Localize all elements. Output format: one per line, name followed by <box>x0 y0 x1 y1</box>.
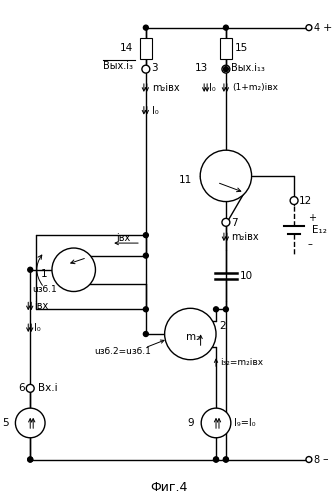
Text: uзб.2=uзб.1: uзб.2=uзб.1 <box>94 348 151 356</box>
Text: Вых.i₁₃: Вых.i₁₃ <box>231 63 265 73</box>
Circle shape <box>15 408 45 438</box>
Circle shape <box>222 218 230 226</box>
Circle shape <box>143 232 148 237</box>
Circle shape <box>214 457 218 462</box>
Text: 2: 2 <box>219 321 225 331</box>
Circle shape <box>142 65 150 73</box>
Text: 7: 7 <box>231 218 238 228</box>
Circle shape <box>214 307 218 312</box>
Circle shape <box>165 308 216 360</box>
Text: (1+m₂)iвх: (1+m₂)iвх <box>232 84 278 92</box>
Text: I₉=I₀: I₉=I₀ <box>234 418 255 428</box>
Circle shape <box>223 457 228 462</box>
Circle shape <box>290 196 298 204</box>
Circle shape <box>222 65 230 73</box>
Text: 15: 15 <box>235 44 248 54</box>
Text: –: – <box>308 239 313 249</box>
Circle shape <box>52 248 95 292</box>
Text: I₀: I₀ <box>152 106 159 116</box>
Text: I₀: I₀ <box>34 323 41 333</box>
Circle shape <box>223 25 228 30</box>
Text: 1: 1 <box>40 268 47 278</box>
Text: m₂iвх: m₂iвх <box>152 83 179 93</box>
Text: 10: 10 <box>240 270 253 280</box>
Text: +: + <box>308 214 316 224</box>
Circle shape <box>306 24 312 30</box>
Text: 12: 12 <box>299 196 312 205</box>
Text: 5: 5 <box>2 418 8 428</box>
Circle shape <box>214 457 218 462</box>
Circle shape <box>143 25 148 30</box>
Text: 13: 13 <box>195 63 208 73</box>
Circle shape <box>143 332 148 336</box>
Text: m₂: m₂ <box>186 332 200 342</box>
Text: uзб.1: uзб.1 <box>32 285 57 294</box>
Circle shape <box>223 307 228 312</box>
Circle shape <box>143 253 148 258</box>
Circle shape <box>223 457 228 462</box>
Text: iвх: iвх <box>116 233 130 243</box>
Text: 9: 9 <box>187 418 194 428</box>
Bar <box>140 38 152 60</box>
Text: +: + <box>323 22 332 32</box>
Text: iвх: iвх <box>34 302 48 312</box>
Text: E₁₂: E₁₂ <box>312 225 327 235</box>
Text: Вых.i₃: Вых.i₃ <box>103 61 133 71</box>
Circle shape <box>201 408 231 438</box>
Circle shape <box>223 66 228 71</box>
Circle shape <box>26 384 34 392</box>
Circle shape <box>28 268 33 272</box>
Text: 6: 6 <box>19 384 25 394</box>
Text: 4: 4 <box>314 22 320 32</box>
Text: 14: 14 <box>120 44 133 54</box>
Bar <box>220 38 232 60</box>
Text: Фиг.4: Фиг.4 <box>150 480 187 494</box>
Circle shape <box>306 456 312 462</box>
Circle shape <box>143 307 148 312</box>
Text: –: – <box>323 454 328 464</box>
Circle shape <box>28 457 33 462</box>
Text: 3: 3 <box>151 63 158 73</box>
Text: 11: 11 <box>179 175 192 185</box>
Circle shape <box>28 457 33 462</box>
Text: m₂iвх: m₂iвх <box>231 232 258 242</box>
Circle shape <box>200 150 252 202</box>
Text: Вх.i: Вх.i <box>38 384 58 394</box>
Text: i₃₂=m₂iвх: i₃₂=m₂iвх <box>220 358 263 366</box>
Text: I₀: I₀ <box>209 83 216 93</box>
Text: 8: 8 <box>314 454 320 464</box>
